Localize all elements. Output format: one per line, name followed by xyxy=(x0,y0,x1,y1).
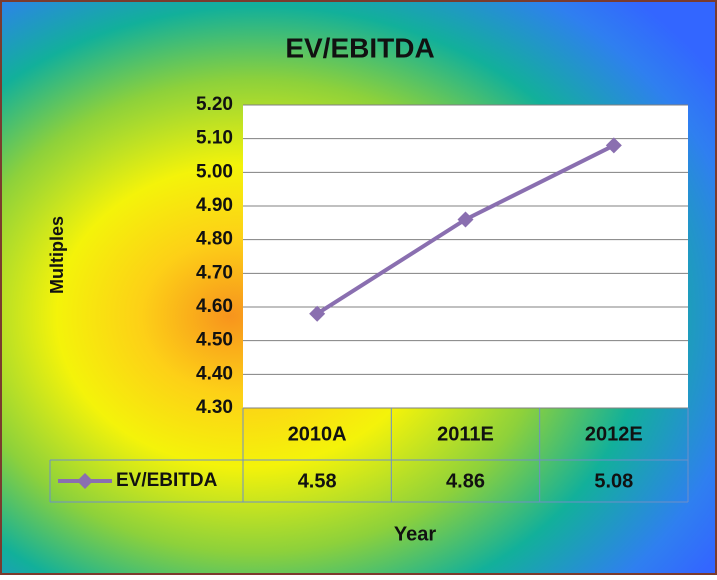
x-axis-title: Year xyxy=(394,523,436,545)
legend-marker xyxy=(77,473,93,489)
marker xyxy=(309,305,326,322)
y-tick-label: 4.60 xyxy=(196,296,233,317)
x-tick-label: 2010A xyxy=(288,423,347,445)
y-tick-label: 4.40 xyxy=(196,363,233,384)
legend-label: EV/EBITDA xyxy=(116,470,218,491)
y-tick-label: 5.20 xyxy=(196,94,233,115)
y-tick-label: 5.10 xyxy=(196,128,233,149)
table-value: 4.58 xyxy=(298,470,337,492)
plot-area xyxy=(243,105,688,408)
y-tick-label: 4.80 xyxy=(196,229,233,250)
y-tick-label: 4.50 xyxy=(196,330,233,351)
y-tick-label: 4.30 xyxy=(196,397,233,418)
y-tick-label: 5.00 xyxy=(196,161,233,182)
x-tick-label: 2012E xyxy=(585,423,643,445)
table-value: 5.08 xyxy=(594,470,633,492)
marker xyxy=(605,137,622,154)
x-tick-label: 2011E xyxy=(437,423,494,445)
y-tick-label: 4.70 xyxy=(196,262,233,283)
y-tick-label: 4.90 xyxy=(196,195,233,216)
table-value: 4.86 xyxy=(446,470,485,492)
y-axis-title: Multiples xyxy=(47,216,67,294)
marker xyxy=(457,211,474,228)
chart-title: EV/EBITDA xyxy=(285,32,434,63)
